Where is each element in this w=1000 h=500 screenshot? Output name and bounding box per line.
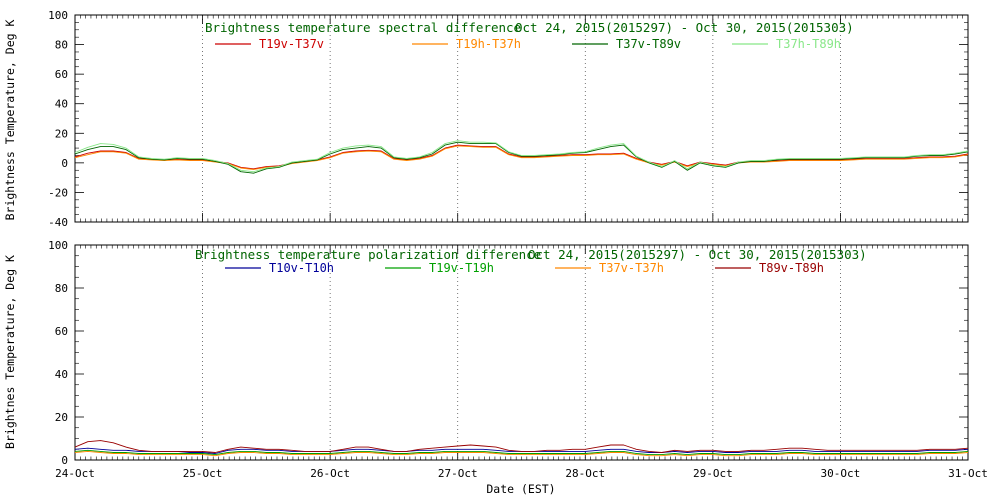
bottom-y-axis-label: Brightnes Temperature, Deg K <box>3 255 17 449</box>
y-tick-label: 60 <box>55 325 68 338</box>
plot-top: -40 -20 0 20 40 60 80 100 T19v-T37v T19h-T37h T37v… <box>48 9 969 229</box>
y-tick-label: 20 <box>55 411 68 424</box>
x-axis-label: Date (EST) <box>486 482 555 496</box>
series-line-T37h-T89h <box>74 140 969 173</box>
y-tick-label: 0 <box>61 157 68 170</box>
y-tick-label: 20 <box>55 127 68 140</box>
top-y-axis-label: Brightness Temperature, Deg K <box>3 20 17 221</box>
series-line-T89v-T89h <box>74 440 969 453</box>
x-tick-label: 27-Oct <box>438 467 478 480</box>
x-tick-label: 28-Oct <box>565 467 605 480</box>
series-line-T19h-T37h <box>74 145 969 170</box>
y-tick-label: -40 <box>48 216 68 229</box>
bottom-chart-date-range: Oct 24, 2015(2015297) - Oct 30, 2015(201… <box>528 247 867 262</box>
plot-bottom: 0 20 40 60 80 100 24-Oct 25-Oct 26-Oct 27-Oct 28-O… <box>48 239 988 480</box>
legend-label-T19v-T37v: T19v-T37v <box>259 37 324 51</box>
y-tick-label: 0 <box>61 454 68 467</box>
x-tick-label: 31-Oct <box>948 467 988 480</box>
top-chart-title: Brightness temperature spectral differen… <box>205 20 521 35</box>
legend-label-T37h-T89h: T37h-T89h <box>776 37 841 51</box>
series-line-T19v-T19h <box>74 449 969 456</box>
y-tick-label: -20 <box>48 186 68 199</box>
y-tick-label: 100 <box>48 9 68 22</box>
x-tick-label: 29-Oct <box>693 467 733 480</box>
series-line-T19v-T37v <box>74 144 969 170</box>
y-tick-label: 40 <box>55 98 68 111</box>
x-tick-label: 26-Oct <box>310 467 350 480</box>
legend-label-T37v-T89v: T37v-T89v <box>616 37 681 51</box>
x-tick-label: 30-Oct <box>821 467 861 480</box>
x-tick-label: 25-Oct <box>183 467 223 480</box>
legend-label-T19h-T37h: T19h-T37h <box>456 37 521 51</box>
y-tick-label: 40 <box>55 368 68 381</box>
legend-label-T37v-T37h: T37v-T37h <box>599 261 664 275</box>
y-tick-label: 60 <box>55 68 68 81</box>
bottom-chart-title: Brightness temperature polarization diff… <box>195 247 541 262</box>
labels-layer: Brightness temperature spectral differen… <box>3 20 867 496</box>
series-line-T10v-T10h <box>74 447 969 454</box>
top-chart-date-range: Oct 24, 2015(2015297) - Oct 30, 2015(201… <box>515 20 854 35</box>
legend-label-T10v-T10h: T10v-T10h <box>269 261 334 275</box>
legend-label-T19v-T19h: T19v-T19h <box>429 261 494 275</box>
series-line-T37v-T89v <box>74 141 969 174</box>
legend-label-T89v-T89h: T89v-T89h <box>759 261 824 275</box>
y-tick-label: 80 <box>55 282 68 295</box>
x-tick-label: 24-Oct <box>55 467 95 480</box>
plot-frame <box>74 244 969 461</box>
plots-layer: -40 -20 0 20 40 60 80 100 T19v-T37v T19h-T37h T37v… <box>48 9 988 480</box>
series-line-T37v-T37h <box>74 450 969 457</box>
y-tick-label: 80 <box>55 39 68 52</box>
y-tick-label: 100 <box>48 239 68 252</box>
